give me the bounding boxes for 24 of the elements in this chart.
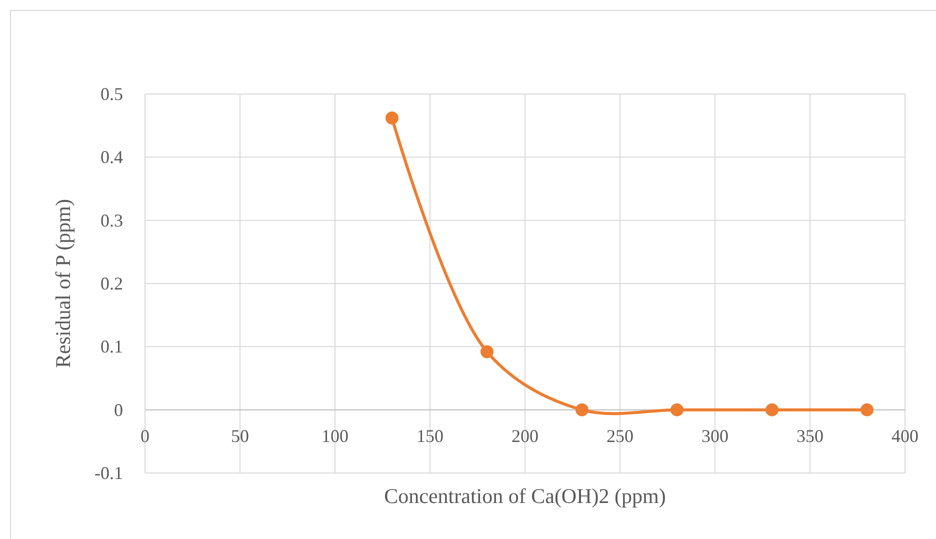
point bbox=[386, 112, 398, 125]
y-axis-title: Residual of P (ppm) bbox=[51, 199, 75, 368]
point bbox=[576, 403, 588, 416]
y-tick-label: 0.3 bbox=[100, 210, 123, 230]
y-tick-label: 0 bbox=[114, 400, 123, 420]
x-tick-label: 100 bbox=[322, 426, 348, 446]
point bbox=[670, 403, 684, 416]
y-tick-label: 0.5 bbox=[100, 84, 123, 104]
y-tick-label: 0.4 bbox=[100, 147, 123, 168]
x-axis-title: Concentration of Ca(OH)2 (ppm) bbox=[384, 484, 666, 508]
x-tick-label: 150 bbox=[416, 426, 444, 446]
point bbox=[766, 403, 778, 416]
x-tick-label: 300 bbox=[702, 426, 728, 446]
x-tick-label: 200 bbox=[512, 426, 538, 446]
x-tick-label: 400 bbox=[892, 426, 918, 446]
y-tick-label: -0.1 bbox=[94, 463, 123, 483]
x-tick-label: 350 bbox=[796, 426, 824, 446]
x-tick-label: 50 bbox=[231, 426, 249, 446]
y-tick-label: 0.1 bbox=[100, 336, 123, 357]
point bbox=[860, 403, 874, 416]
x-tick-label: 250 bbox=[606, 426, 634, 446]
y-tick-label: 0.2 bbox=[100, 274, 123, 294]
point bbox=[480, 345, 494, 358]
x-tick-label: 0 bbox=[140, 426, 150, 446]
